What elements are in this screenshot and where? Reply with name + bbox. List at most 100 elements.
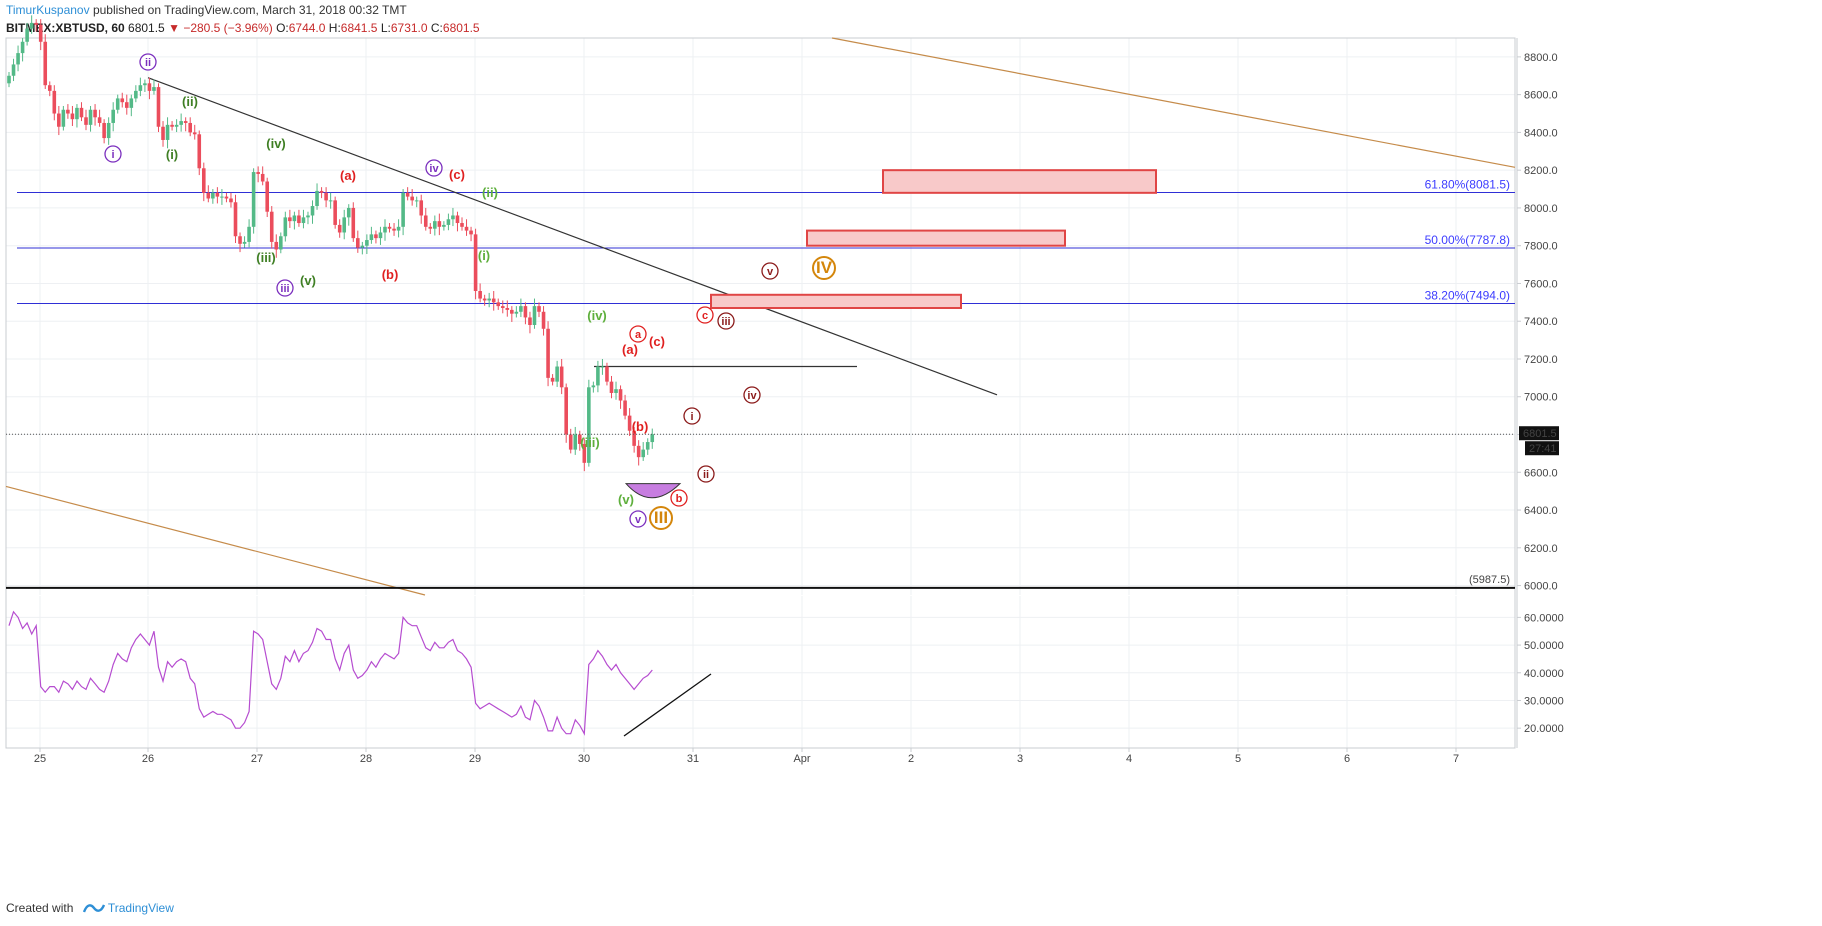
candle-body bbox=[605, 366, 609, 382]
candle-body bbox=[156, 87, 161, 127]
wave-label: ii bbox=[145, 57, 151, 69]
candle-body bbox=[120, 98, 125, 103]
last-price-tag-label: 6801.5 bbox=[1523, 428, 1557, 440]
tradingview-logo-icon[interactable] bbox=[82, 902, 105, 918]
candle-body bbox=[392, 228, 396, 231]
candle-body bbox=[374, 234, 378, 239]
candle-body bbox=[251, 172, 256, 227]
x-tick-label: 2 bbox=[908, 753, 914, 765]
x-tick-label: 5 bbox=[1235, 753, 1241, 765]
candle-body bbox=[383, 226, 387, 233]
bottom-bowl bbox=[624, 483, 682, 499]
candle-body bbox=[337, 224, 342, 233]
wave-label-circle bbox=[139, 53, 157, 71]
candle-body bbox=[283, 217, 288, 237]
fib-level-label: 50.00%(7787.8) bbox=[1425, 233, 1510, 247]
wave-label: iv bbox=[747, 390, 757, 402]
target-zone bbox=[806, 229, 1066, 247]
wave-label-circle bbox=[649, 506, 673, 530]
candle-body bbox=[201, 168, 206, 193]
candle-body bbox=[546, 328, 550, 378]
candle-body bbox=[315, 190, 319, 207]
high-value: 6841.5 bbox=[340, 21, 378, 35]
candle-body bbox=[183, 121, 188, 123]
wave-label: iii bbox=[721, 316, 730, 328]
candle-body bbox=[541, 311, 546, 329]
candle-body bbox=[519, 306, 523, 312]
candle-body bbox=[88, 109, 93, 125]
wave-label: (iv) bbox=[587, 308, 607, 323]
candle-body bbox=[66, 109, 70, 114]
x-tick-label: 30 bbox=[578, 753, 590, 765]
close-value: 6801.5 bbox=[442, 21, 480, 35]
wave-label-circle bbox=[425, 159, 443, 177]
candle-body bbox=[206, 192, 211, 199]
candle-body bbox=[111, 109, 115, 123]
candle-body bbox=[274, 241, 279, 250]
tradingview-brand[interactable]: TradingView bbox=[107, 901, 174, 915]
candle-body bbox=[138, 85, 143, 91]
candle-body bbox=[52, 90, 57, 114]
wave-label: (i) bbox=[478, 248, 490, 263]
candle-body bbox=[152, 87, 156, 91]
y-tick-label: 6400.0 bbox=[1524, 505, 1558, 517]
candle-body bbox=[360, 245, 365, 248]
author-link[interactable]: TimurKuspanov bbox=[6, 3, 90, 17]
candle-body bbox=[537, 306, 541, 312]
wave-label-circle bbox=[717, 312, 735, 330]
wave-label: (iv) bbox=[266, 136, 286, 151]
candle-body bbox=[464, 226, 469, 231]
wave-label: IV bbox=[816, 258, 833, 277]
wave-label: i bbox=[690, 411, 693, 423]
y-tick-label: 6200.0 bbox=[1524, 543, 1558, 555]
wave-label: (c) bbox=[649, 334, 665, 349]
candle-body bbox=[387, 226, 392, 229]
x-tick-label: 4 bbox=[1126, 753, 1132, 765]
wave-label: ii bbox=[703, 469, 709, 481]
candle-body bbox=[288, 217, 292, 222]
wave-label-circle bbox=[812, 256, 836, 280]
x-tick-label: 7 bbox=[1453, 753, 1459, 765]
candle-body bbox=[577, 434, 582, 444]
rsi-line bbox=[8, 610, 653, 736]
candle-body bbox=[356, 238, 360, 248]
candle-body bbox=[510, 309, 514, 314]
channel-upper-line bbox=[831, 37, 1516, 168]
wave-label: iii bbox=[280, 283, 289, 295]
candle-body bbox=[79, 107, 84, 118]
candle-body bbox=[70, 113, 75, 120]
candle-body bbox=[84, 117, 88, 125]
candle-body bbox=[351, 207, 356, 239]
x-tick-label: Apr bbox=[793, 753, 810, 765]
downtrend-line bbox=[147, 77, 998, 396]
candle-body bbox=[582, 443, 587, 463]
wave-label: (a) bbox=[340, 168, 356, 183]
y-tick-label: 8400.0 bbox=[1524, 127, 1558, 139]
candle-body bbox=[11, 64, 16, 76]
candle-body bbox=[636, 445, 641, 458]
countdown-label: 27:41 bbox=[1529, 443, 1557, 455]
wave-label: (c) bbox=[449, 167, 465, 182]
candle-body bbox=[165, 124, 170, 140]
x-tick-label: 29 bbox=[469, 753, 481, 765]
y-tick-label: 8600.0 bbox=[1524, 90, 1558, 102]
low-value: 6731.0 bbox=[390, 21, 428, 35]
candle-body bbox=[47, 85, 52, 91]
candle-body bbox=[256, 172, 260, 174]
candle-body bbox=[496, 302, 501, 307]
candle-body bbox=[220, 196, 224, 198]
candle-body bbox=[192, 132, 197, 135]
candle-body bbox=[75, 107, 79, 120]
candle-body bbox=[487, 298, 491, 301]
candle-body bbox=[473, 234, 478, 292]
candle-body bbox=[414, 200, 419, 202]
candle-body bbox=[650, 434, 655, 443]
candle-body bbox=[433, 221, 437, 229]
x-tick-label: 26 bbox=[142, 753, 154, 765]
wave-label: (ii) bbox=[482, 185, 498, 200]
candle-body bbox=[555, 366, 559, 382]
x-tick-label: 27 bbox=[251, 753, 263, 765]
candle-body bbox=[460, 223, 464, 227]
rsi-divergence-line bbox=[623, 673, 712, 737]
